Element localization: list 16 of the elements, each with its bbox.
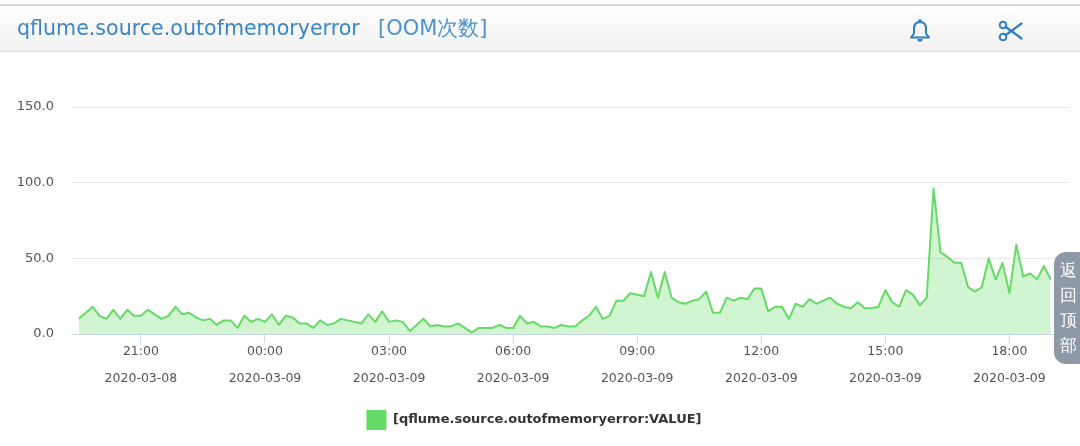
y-tick-label: 100.0 xyxy=(16,174,54,190)
legend-label: [qflume.source.outofmemoryerror:VALUE] xyxy=(392,411,702,427)
y-tick-label: 150.0 xyxy=(16,98,54,114)
x-tick-label: 12:00 2020-03-09 xyxy=(724,343,798,385)
x-tick-label: 06:00 2020-03-09 xyxy=(476,343,550,385)
back-to-top-button: 返回顶部 xyxy=(1054,252,1080,364)
chart-title: qflume.source.outofmemoryerror xyxy=(17,16,360,40)
x-tick-label: 09:00 2020-03-09 xyxy=(600,343,674,385)
x-tick-label: 21:00 2020-03-08 xyxy=(104,343,178,385)
chart-subtitle: [OOM次数] xyxy=(378,16,488,40)
y-tick-label: 0.0 xyxy=(33,325,54,341)
x-tick-label: 03:00 2020-03-09 xyxy=(352,343,426,385)
x-tick-label: 15:00 2020-03-09 xyxy=(849,343,922,385)
x-tick-label: 00:00 2020-03-09 xyxy=(228,343,302,385)
y-tick-label: 50.0 xyxy=(25,249,54,265)
x-tick-label: 18:00 2020-03-09 xyxy=(973,343,1046,385)
